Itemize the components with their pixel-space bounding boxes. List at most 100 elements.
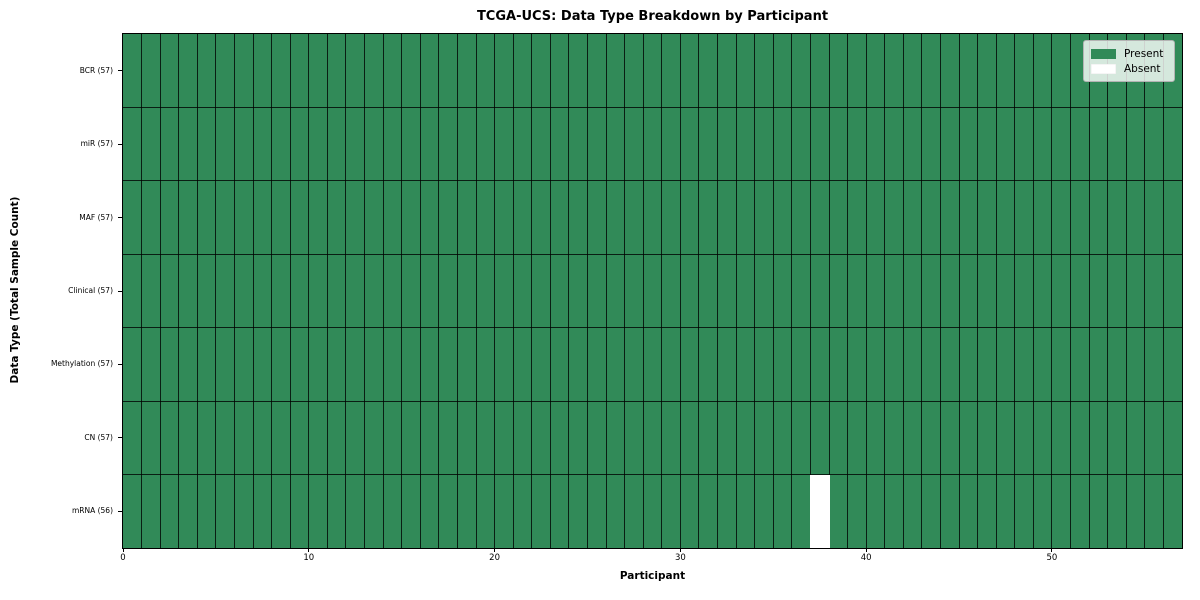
gridline-vertical [178, 34, 180, 548]
gridline-vertical [1162, 34, 1164, 548]
gridline-vertical [1107, 34, 1109, 548]
gridline-horizontal [123, 253, 1182, 255]
gridline-vertical [159, 34, 161, 548]
y-tick-mark [118, 70, 122, 72]
gridline-vertical [995, 34, 997, 548]
gridline-vertical [717, 34, 719, 548]
gridline-vertical [233, 34, 235, 548]
gridline-vertical [568, 34, 570, 548]
gridline-vertical [308, 34, 310, 548]
gridline-vertical [828, 34, 830, 548]
gridline-vertical [1051, 34, 1053, 548]
y-tick-mark [118, 217, 122, 219]
gridline-vertical [438, 34, 440, 548]
gridline-vertical [475, 34, 477, 548]
gridline-vertical [809, 34, 811, 548]
x-tick-label: 10 [303, 553, 315, 563]
gridline-vertical [865, 34, 867, 548]
gridline-vertical [196, 34, 198, 548]
gridline-vertical [1014, 34, 1016, 548]
y-tick-mark [118, 363, 122, 365]
gridline-horizontal [123, 106, 1182, 108]
x-tick-mark [122, 548, 124, 552]
gridline-vertical [679, 34, 681, 548]
gridline-vertical [605, 34, 607, 548]
gridline-vertical [1070, 34, 1072, 548]
gridline-vertical [494, 34, 496, 548]
y-tick-mark [118, 510, 122, 512]
y-tick-mark [118, 437, 122, 439]
gridline-vertical [1088, 34, 1090, 548]
gridline-horizontal [123, 400, 1182, 402]
x-tick-label: 0 [120, 553, 126, 563]
gridline-vertical [735, 34, 737, 548]
gridline-vertical [252, 34, 254, 548]
gridline-horizontal [123, 180, 1182, 182]
gridline-vertical [754, 34, 756, 548]
gridline-vertical [456, 34, 458, 548]
x-tick-mark [494, 548, 496, 552]
gridline-vertical [642, 34, 644, 548]
gridline-vertical [586, 34, 588, 548]
gridline-vertical [1032, 34, 1034, 548]
gridline-vertical [549, 34, 551, 548]
y-tick-label: Clinical (57) [68, 286, 113, 295]
gridline-vertical [791, 34, 793, 548]
legend-item-absent: Absent [1091, 61, 1167, 76]
gridline-vertical [884, 34, 886, 548]
gridline-vertical [772, 34, 774, 548]
plot-area [122, 33, 1183, 549]
gridline-vertical [939, 34, 941, 548]
y-tick-label: mRNA (56) [71, 506, 113, 516]
absent-cell [809, 475, 830, 548]
gridline-vertical [401, 34, 403, 548]
y-tick-label: MAF (57) [79, 212, 113, 222]
gridline-vertical [624, 34, 626, 548]
gridline-vertical [698, 34, 700, 548]
y-tick-mark [118, 143, 122, 145]
legend-label-present: Present [1124, 47, 1164, 60]
gridline-vertical [1144, 34, 1146, 548]
y-tick-mark [118, 290, 122, 292]
y-tick-label: miR (57) [80, 139, 113, 149]
x-tick-label: 40 [860, 553, 872, 563]
legend-swatch-present-icon [1091, 48, 1116, 59]
chart-title: TCGA-UCS: Data Type Breakdown by Partici… [476, 9, 829, 24]
gridline-vertical [215, 34, 217, 548]
gridline-vertical [847, 34, 849, 548]
legend: Present Absent [1083, 40, 1175, 82]
x-tick-mark [865, 548, 867, 552]
legend-item-present: Present [1091, 46, 1167, 61]
x-tick-label: 30 [674, 553, 686, 563]
legend-swatch-absent-icon [1091, 63, 1116, 74]
gridline-vertical [977, 34, 979, 548]
gridline-vertical [902, 34, 904, 548]
gridline-vertical [345, 34, 347, 548]
gridline-vertical [382, 34, 384, 548]
x-tick-label: 20 [489, 553, 500, 563]
x-tick-mark [679, 548, 681, 552]
x-tick-mark [308, 548, 310, 552]
x-tick-label: 50 [1046, 553, 1058, 563]
y-tick-label: CN (57) [84, 432, 113, 442]
gridline-horizontal [123, 474, 1182, 476]
x-axis-label: Participant [619, 570, 686, 582]
gridline-vertical [326, 34, 328, 548]
gridline-vertical [1125, 34, 1127, 548]
gridline-vertical [512, 34, 514, 548]
gridline-vertical [958, 34, 960, 548]
y-tick-label: BCR (57) [79, 65, 113, 75]
legend-label-absent: Absent [1124, 62, 1161, 75]
y-tick-label: Methylation (57) [50, 359, 113, 369]
gridline-vertical [141, 34, 143, 548]
gridline-vertical [661, 34, 663, 548]
x-tick-mark [1051, 548, 1053, 552]
gridline-vertical [271, 34, 273, 548]
gridline-vertical [364, 34, 366, 548]
gridline-horizontal [123, 327, 1182, 329]
gridline-vertical [419, 34, 421, 548]
gridline-vertical [289, 34, 291, 548]
gridline-vertical [921, 34, 923, 548]
gridline-vertical [531, 34, 533, 548]
